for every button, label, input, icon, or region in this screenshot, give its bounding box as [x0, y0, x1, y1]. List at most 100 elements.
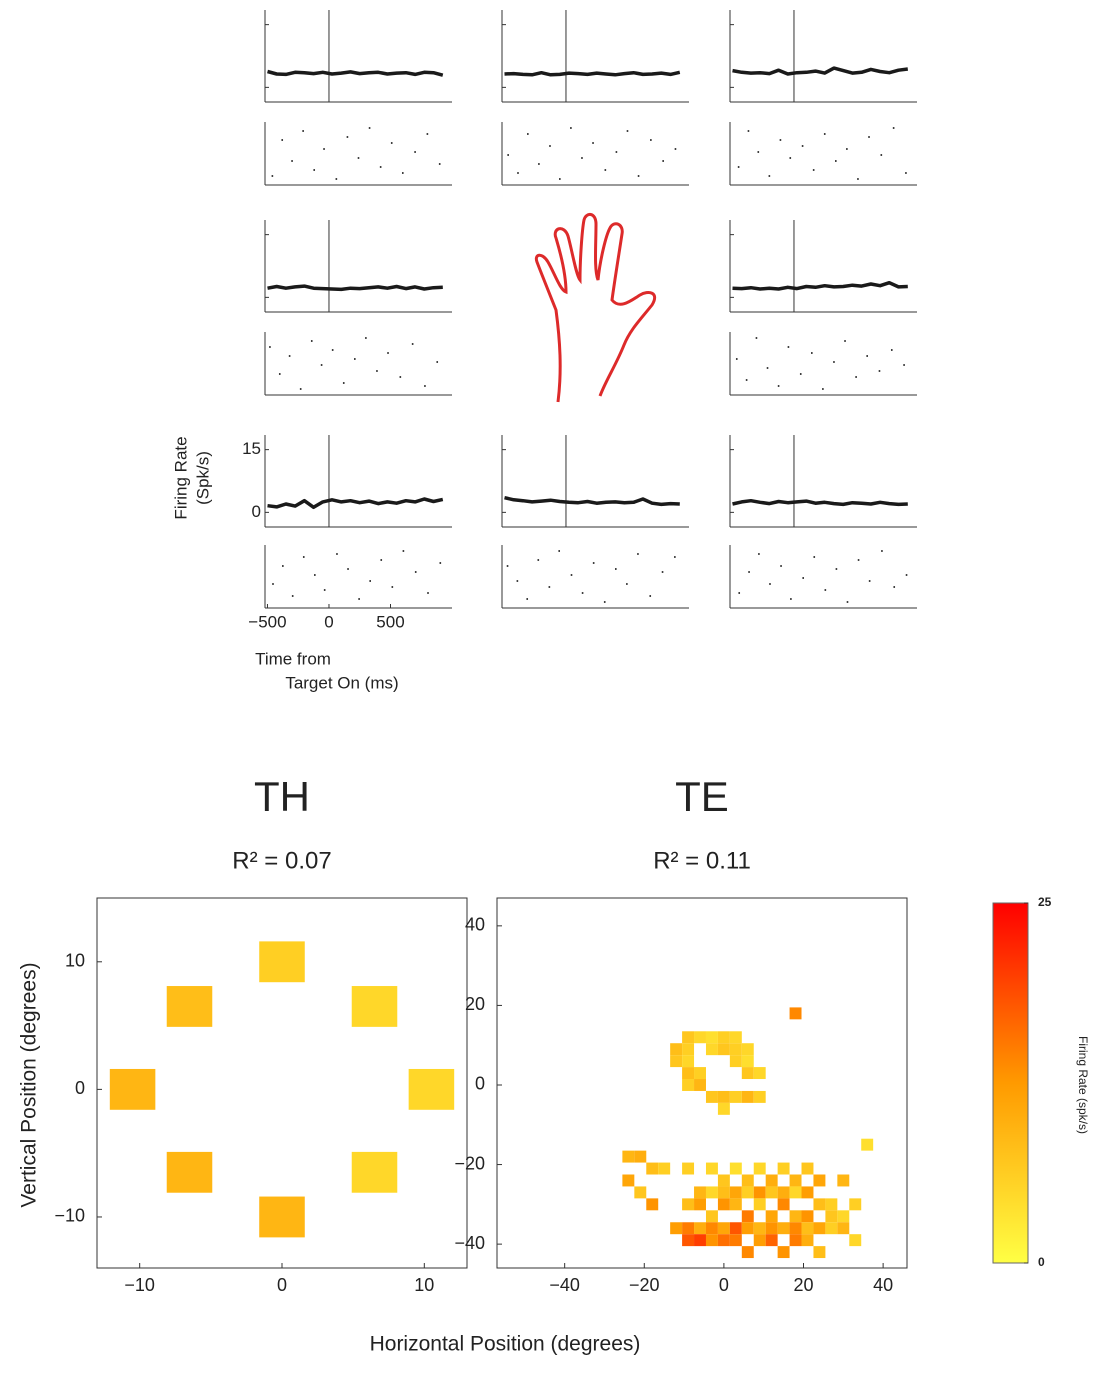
spike	[323, 589, 326, 591]
spike	[748, 571, 750, 573]
heatmap-cell	[813, 1198, 826, 1211]
spike	[881, 550, 883, 552]
spike	[735, 358, 738, 360]
heatmap-cell	[717, 1186, 730, 1199]
spike	[314, 574, 316, 576]
spike	[414, 571, 417, 573]
heatmap-cell	[825, 1222, 838, 1235]
heatmap-cell	[777, 1186, 790, 1199]
heatmap-cell	[705, 1031, 718, 1044]
spike	[538, 163, 540, 165]
spike	[517, 172, 519, 174]
heatmap-cell	[634, 1150, 647, 1163]
spike	[320, 364, 323, 366]
spike	[526, 598, 529, 600]
heatmap-cell	[753, 1186, 766, 1199]
spike	[272, 583, 274, 585]
heatmap-cell	[408, 1068, 455, 1110]
heatmap-cell	[813, 1246, 826, 1259]
spike	[846, 148, 848, 150]
spike	[346, 136, 349, 138]
heatmap-cell	[109, 1068, 156, 1110]
y-tick-label: −40	[454, 1233, 485, 1253]
spike	[603, 601, 606, 603]
spike	[890, 349, 893, 351]
spike	[823, 133, 826, 135]
spike	[880, 154, 883, 156]
heatmap-cell	[729, 1162, 742, 1175]
spike	[558, 550, 561, 552]
heatmap-cell	[729, 1090, 742, 1103]
spike	[376, 370, 378, 372]
spike	[559, 178, 561, 180]
spike	[637, 175, 640, 177]
spike	[626, 130, 629, 132]
heatmap-cell	[801, 1234, 814, 1247]
psth-line	[732, 280, 908, 291]
heatmap-cell	[741, 1067, 754, 1080]
heatmap-cell	[351, 986, 398, 1027]
spike	[424, 385, 426, 387]
y-axis-label: Vertical Position (degrees)	[18, 962, 41, 1207]
heatmap-cell	[801, 1210, 814, 1223]
spike	[310, 340, 313, 342]
spike	[789, 157, 792, 159]
spike	[354, 358, 356, 360]
spike	[604, 169, 607, 171]
heatmap-cell	[789, 1007, 802, 1020]
spike	[269, 346, 271, 348]
heatmap-cell	[765, 1234, 778, 1247]
spike	[347, 568, 349, 570]
spike	[766, 367, 769, 369]
heatmap-cell	[705, 1162, 718, 1175]
spike	[903, 364, 905, 366]
spike	[331, 349, 334, 351]
spike	[427, 592, 429, 594]
spike	[570, 127, 572, 129]
x-tick-label: −20	[629, 1275, 660, 1295]
heatmap-cell	[741, 1174, 754, 1187]
spike	[302, 556, 305, 558]
heatmap-cell	[670, 1222, 683, 1235]
heatmap-cell	[259, 941, 305, 983]
spike	[271, 175, 274, 177]
heatmap-cell	[753, 1198, 766, 1211]
spike	[365, 337, 367, 339]
heatmap-cell	[729, 1055, 742, 1068]
x-tick-label: 0	[324, 612, 333, 631]
heatmap-cell	[741, 1222, 754, 1235]
heatmap-cell	[646, 1198, 659, 1211]
colorbar-label: Firing Rate (spk/s)	[1076, 1036, 1090, 1134]
x-axis-label: Target On (ms)	[285, 673, 398, 692]
x-tick-label: 10	[414, 1275, 434, 1295]
psth-line	[504, 495, 680, 507]
spike	[302, 130, 304, 132]
y-tick-label: −20	[454, 1153, 485, 1173]
spike	[844, 340, 846, 342]
heatmap-cell	[694, 1079, 706, 1091]
x-tick-label: 0	[719, 1275, 729, 1295]
y-tick-label: 0	[252, 502, 261, 521]
psth-line	[267, 69, 444, 77]
heatmap-cell	[670, 1043, 683, 1056]
y-tick-label: 0	[75, 1078, 85, 1098]
spike	[342, 382, 345, 384]
spike	[336, 553, 338, 555]
spike	[813, 556, 816, 558]
spike	[757, 151, 760, 153]
chart-title: TH	[254, 773, 310, 820]
spike	[768, 175, 771, 177]
spike	[758, 553, 760, 555]
spike	[414, 151, 416, 153]
spike	[357, 157, 360, 159]
spike	[358, 598, 360, 600]
x-axis-label: Time from	[255, 649, 331, 668]
heatmap-cell	[682, 1198, 695, 1211]
spike	[812, 169, 815, 171]
spike	[390, 142, 393, 144]
spike	[787, 346, 790, 348]
spike	[649, 595, 652, 597]
spike	[755, 337, 758, 339]
heatmap-cell	[646, 1162, 659, 1175]
